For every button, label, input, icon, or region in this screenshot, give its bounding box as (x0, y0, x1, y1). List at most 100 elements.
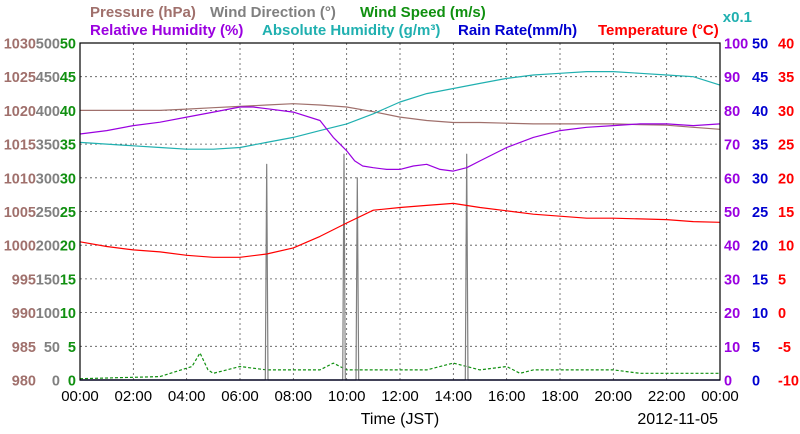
y-tick-label: 300 (36, 171, 60, 187)
y-tick-label: 25 (778, 138, 794, 154)
y-tick-label: 35 (778, 70, 794, 86)
y-tick-label: 80 (724, 104, 740, 120)
y-tick-label: -10 (778, 374, 799, 390)
date-label: 2012-11-05 (637, 411, 718, 428)
x-axis: 00:00 02:00 04:00 06:00 08:00 10:00 12:00 14:00… (61, 388, 739, 405)
y-tick-label: 100 (724, 37, 748, 53)
y-tick-label: 450 (36, 70, 60, 86)
y-tick-label: 20 (752, 239, 768, 255)
y-tick-label: 25 (60, 205, 76, 221)
y-tick-label: 5 (778, 272, 786, 288)
x-tick-label: 10:00 (328, 388, 366, 405)
series-line-wind-speed (79, 352, 720, 380)
x-tick-label: 02:00 (115, 388, 153, 405)
y-tick-label: 400 (36, 104, 60, 120)
x-tick-label: 20:00 (595, 388, 633, 405)
y-tick-label: 70 (724, 138, 740, 154)
y-tick-label: 50 (724, 205, 740, 221)
y-tick-label: 15 (60, 272, 76, 288)
grid (80, 43, 720, 380)
y-tick-label: 40 (60, 104, 76, 120)
legend-item: Wind Speed (m/s) (360, 4, 486, 21)
x-tick-label: 00:00 (701, 388, 739, 405)
y-tick-label: 0 (778, 306, 786, 322)
series-line-relative-humidity (79, 106, 721, 172)
y-tick-label: 90 (724, 70, 740, 86)
plot-frame (79, 42, 721, 381)
series-line-temperature (79, 202, 721, 258)
y-tick-label: 500 (36, 37, 60, 53)
y-tick-label: 10 (724, 340, 740, 356)
y-tick-label: 40 (778, 37, 794, 53)
y-tick-label: 100 (36, 306, 60, 322)
y-tick-label: 60 (724, 171, 740, 187)
y-tick-label: 40 (724, 239, 740, 255)
y-tick-label: 1000 (4, 239, 36, 255)
y-tick-label: 1025 (4, 70, 36, 86)
x-tick-label: 00:00 (61, 388, 99, 405)
y-tick-label: 45 (752, 70, 768, 86)
y-tick-label: 25 (752, 205, 768, 221)
y-tick-label: 5 (68, 340, 76, 356)
y-tick-label: 1015 (4, 138, 36, 154)
y-tick-label: 200 (36, 239, 60, 255)
y-tick-label: 250 (36, 205, 60, 221)
y-tick-label: 20 (60, 239, 76, 255)
y-tick-label: 30 (778, 104, 794, 120)
y-tick-label: 0 (68, 374, 76, 390)
x-tick-label: 14:00 (435, 388, 473, 405)
y-tick-label: 1005 (4, 205, 36, 221)
y-tick-label: 20 (724, 306, 740, 322)
y-tick-label: -5 (778, 340, 791, 356)
y-tick-label: 0 (52, 374, 60, 390)
y-tick-label: 5 (752, 340, 760, 356)
series-line-pressure (80, 103, 721, 130)
x-tick-label: 08:00 (275, 388, 313, 405)
x-tick-label: 06:00 (221, 388, 259, 405)
y-tick-label: 40 (752, 104, 768, 120)
series-line-absolute-humidity (79, 70, 721, 150)
legend-item: Wind Direction (°) (210, 4, 336, 21)
y-tick-label: 35 (752, 138, 768, 154)
legend-item: Rain Rate(mm/h) (458, 22, 577, 39)
y-tick-label: 995 (12, 272, 36, 288)
y-tick-label: 45 (60, 70, 76, 86)
y-tick-label: 1030 (4, 37, 36, 53)
x-tick-label: 16:00 (488, 388, 526, 405)
legend: Pressure (hPa) Wind Direction (°) Wind Spe… (90, 4, 752, 39)
x-tick-label: 12:00 (381, 388, 419, 405)
y-tick-label: 1010 (4, 171, 36, 187)
humidity-unit-note: x0.1 (723, 9, 752, 26)
y-tick-label: 990 (12, 306, 36, 322)
x-tick-label: 18:00 (541, 388, 579, 405)
x-tick-label: 22:00 (648, 388, 686, 405)
y-tick-label: 985 (12, 340, 36, 356)
y-tick-label: 0 (752, 374, 760, 390)
legend-item: Temperature (°C) (598, 22, 719, 39)
y-tick-label: 150 (36, 272, 60, 288)
y-tick-label: 15 (778, 205, 794, 221)
legend-item: Absolute Humidity (g/m³) (262, 22, 440, 39)
y-tick-label: 50 (60, 37, 76, 53)
y-tick-label: 1020 (4, 104, 36, 120)
y-tick-label: 0 (724, 374, 732, 390)
y-tick-label: 50 (44, 340, 60, 356)
y-tick-label: 30 (724, 272, 740, 288)
y-tick-label: 10 (752, 306, 768, 322)
y-tick-label: 10 (60, 306, 76, 322)
y-tick-label: 350 (36, 138, 60, 154)
legend-item: Relative Humidity (%) (90, 22, 243, 39)
y-tick-label: 30 (752, 171, 768, 187)
y-tick-label: 35 (60, 138, 76, 154)
y-tick-label: 20 (778, 171, 794, 187)
y-tick-label: 10 (778, 239, 794, 255)
y-axes: 1030102510201015101010051000995990985980… (4, 37, 799, 390)
y-tick-label: 30 (60, 171, 76, 187)
x-axis-label: Time (JST) (361, 411, 440, 428)
y-tick-label: 50 (752, 37, 768, 53)
x-tick-label: 04:00 (168, 388, 206, 405)
legend-item: Pressure (hPa) (90, 4, 196, 21)
y-tick-label: 980 (12, 374, 36, 390)
y-tick-label: 15 (752, 272, 768, 288)
